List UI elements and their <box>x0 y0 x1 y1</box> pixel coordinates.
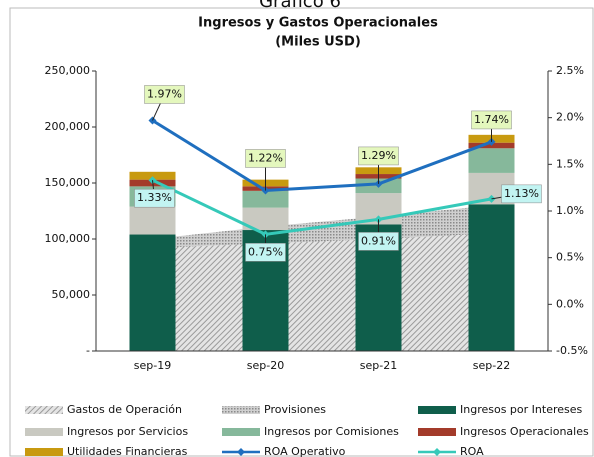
y2-tick-label: 0.5% <box>556 251 584 264</box>
legend-label: Ingresos por Servicios <box>67 425 188 438</box>
legend-label: Gastos de Operación <box>67 403 182 416</box>
legend-swatch <box>418 406 456 414</box>
legend-swatch <box>418 428 456 436</box>
legend-swatch <box>25 448 63 456</box>
legend-swatch <box>433 448 441 456</box>
label-box <box>144 85 185 104</box>
area <box>152 233 492 351</box>
data-label: 1.22% <box>248 151 283 164</box>
data-label: 1.74% <box>474 113 509 126</box>
y-tick-label: 100,000 <box>45 232 91 245</box>
data-label: 1.13% <box>504 187 539 200</box>
bar-segment <box>468 204 515 351</box>
y-tick-label: 150,000 <box>45 176 91 189</box>
y2-tick-label: 1.0% <box>556 204 584 217</box>
legend-swatch <box>25 406 63 414</box>
bar-segment <box>242 207 289 231</box>
chart-subtitle: (Miles USD) <box>275 35 361 50</box>
x-tick-label: sep-20 <box>247 359 284 372</box>
legend-label: Provisiones <box>264 403 326 416</box>
label-box <box>245 149 286 168</box>
legend-label: Ingresos por Intereses <box>460 403 583 416</box>
data-label: 1.97% <box>147 87 182 100</box>
label-box <box>501 184 542 204</box>
y-tick-label: 250,000 <box>45 64 91 77</box>
legend-label: Ingresos por Comisiones <box>264 425 399 438</box>
label-box <box>134 188 175 208</box>
label-box <box>358 146 399 166</box>
label-box <box>245 243 286 262</box>
chart-title: Ingresos y Gastos Operacionales <box>198 16 438 31</box>
y2-tick-label: 0.0% <box>556 297 584 310</box>
frame <box>9 7 594 457</box>
x-tick-label: sep-22 <box>473 359 510 372</box>
legend-label: Ingresos Operacionales <box>460 425 589 438</box>
x-tick-label: sep-19 <box>134 359 171 372</box>
data-label: 1.29% <box>361 149 396 162</box>
data-label: 1.33% <box>137 191 172 204</box>
legend-swatch <box>222 428 260 436</box>
bar-segment <box>242 190 289 208</box>
y-tick-label: - <box>86 344 90 357</box>
y2-tick-label: 2.5% <box>556 64 584 77</box>
y2-tick-label: -0.5% <box>556 344 588 357</box>
y2-tick-label: 2.0% <box>556 111 584 124</box>
bar-segment <box>129 206 176 235</box>
heading: Gráfico 6 <box>259 0 341 12</box>
legend-swatch <box>25 428 63 436</box>
y-tick-label: 50,000 <box>52 288 91 301</box>
data-label: 0.75% <box>248 245 283 258</box>
legend-swatch <box>222 406 260 414</box>
label-box <box>471 110 512 130</box>
y2-tick-label: 1.5% <box>556 157 584 170</box>
x-tick-label: sep-21 <box>360 359 397 372</box>
data-label: 0.91% <box>361 234 396 247</box>
legend-label: ROA <box>460 445 484 457</box>
label-box <box>358 232 399 251</box>
line <box>151 178 492 236</box>
bar-segment <box>468 148 515 173</box>
line <box>151 119 493 192</box>
legend-label: ROA Operativo <box>264 445 346 457</box>
bar-segment <box>129 171 176 180</box>
y-tick-label: 200,000 <box>45 120 91 133</box>
legend-swatch <box>237 448 245 456</box>
bar-segment <box>129 234 176 351</box>
legend-label: Utilidades Financieras <box>67 445 188 457</box>
